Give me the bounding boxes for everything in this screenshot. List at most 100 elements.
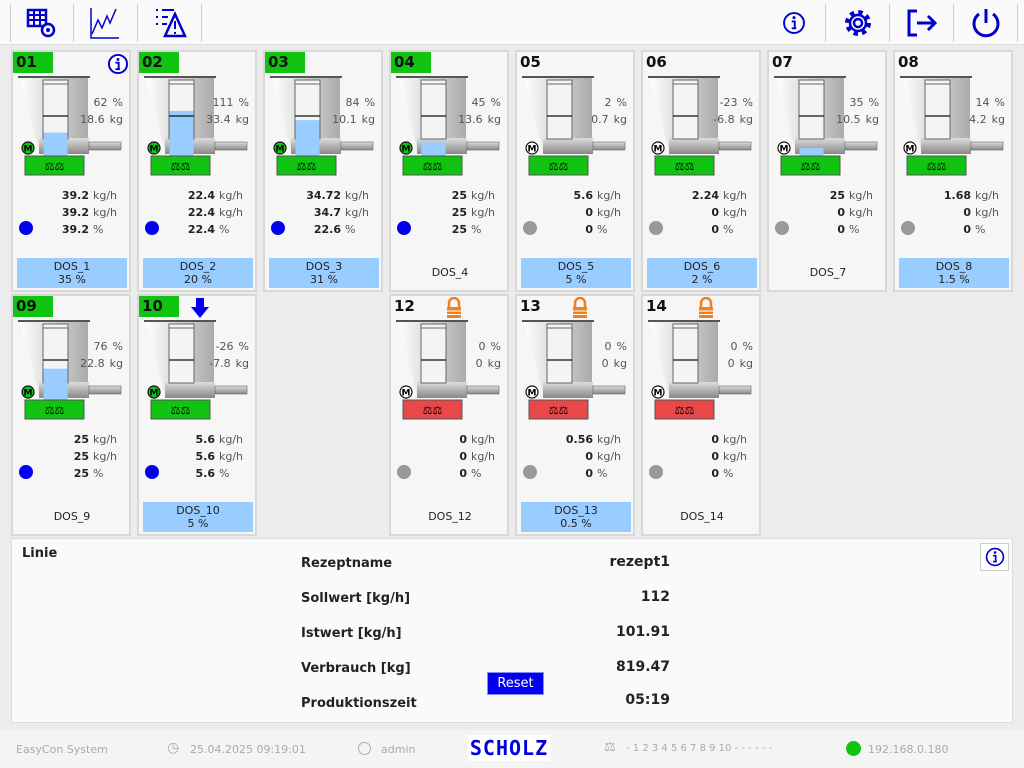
doser-card[interactable]: 06 M ⚖⚖ -23% -6.8 kg 2.24 kg/h 0 kg/h 0% DO… (641, 50, 761, 292)
power-button[interactable] (954, 4, 1018, 42)
doser-name: DOS_3 (305, 260, 343, 273)
fill-percent: 2% (604, 96, 627, 109)
status-dot (775, 221, 789, 235)
rate-percent: 39.2% (61, 223, 104, 236)
status-dot (397, 221, 411, 235)
actual-value: 101.91 (615, 624, 670, 640)
hopper-graphic: M ⚖⚖ (144, 76, 248, 176)
doser-card[interactable]: 08 M ⚖⚖ 14% 4.2 kg 1.68 kg/h 0 kg/h 0% DOS_… (893, 50, 1013, 292)
fill-kg: 0.7 kg (591, 113, 627, 126)
actual-rate: 25 kg/h (451, 206, 496, 219)
actual-rate: 0 kg/h (711, 206, 748, 219)
doser-name-box: DOS_13 0.5 % (521, 502, 631, 532)
fill-percent: 0% (478, 340, 501, 353)
line-panel: Linie Rezeptname rezept1 Sollwert [kg/h]… (11, 538, 1013, 723)
motor-icon (651, 385, 665, 399)
doser-name-box: DOS_3 31 % (269, 258, 379, 288)
logout-button[interactable] (890, 4, 954, 42)
datetime: 25.04.2025 09:19:01 (190, 743, 306, 756)
motor-icon (525, 141, 539, 155)
recipe-name-value: rezept1 (609, 554, 671, 570)
motor-icon (273, 141, 287, 155)
scale-icon: ⚖ (604, 740, 616, 755)
trend-button[interactable] (74, 4, 138, 42)
doser-card[interactable]: 09 M ⚖⚖ 76% 22.8 kg 25 kg/h 25 kg/h 25% DOS… (11, 294, 131, 536)
doser-card[interactable]: 14 M ⚖⚖ 0% 0 kg 0 kg/h 0 kg/h 0% DOS_14 (641, 294, 761, 536)
scale-icon: ⚖⚖ (549, 404, 569, 417)
arrow-down-icon (191, 298, 209, 318)
scale-box (780, 155, 841, 176)
scale-box (276, 155, 337, 176)
setpoint-rate: 0.56 kg/h (565, 433, 622, 446)
recipe-settings-button[interactable] (10, 4, 74, 42)
motor-icon (777, 141, 791, 155)
scale-box (654, 399, 715, 420)
doser-name: DOS_12 (428, 510, 472, 523)
scale-box (528, 399, 589, 420)
motor-icon (147, 141, 161, 155)
doser-card[interactable]: 04 M ⚖⚖ 45% 13.6 kg 25 kg/h 25 kg/h 25% DOS… (389, 50, 509, 292)
doser-number: 03 (265, 52, 305, 73)
doser-card[interactable]: 07 M ⚖⚖ 35% 10.5 kg 25 kg/h 0 kg/h 0% DOS_7 (767, 50, 887, 292)
doser-card[interactable]: 02 M ⚖⚖ 111% 33.4 kg 22.4 kg/h 22.4 kg/h 22… (137, 50, 257, 292)
fill-percent: 62% (93, 96, 123, 109)
status-bar: EasyCon System ◷ 25.04.2025 09:19:01 adm… (0, 730, 1024, 768)
scale-box (150, 399, 211, 420)
fill-kg: 0 kg (601, 357, 627, 370)
setpoint-rate: 5.6 kg/h (195, 433, 244, 446)
doser-card[interactable]: 10 M ⚖⚖ -26% -7.8 kg 5.6 kg/h 5.6 kg/h 5.6%… (137, 294, 257, 536)
motor-icon (525, 385, 539, 399)
hopper-graphic: M ⚖⚖ (774, 76, 878, 176)
hopper-graphic: M ⚖⚖ (396, 76, 500, 176)
rate-percent: 0% (585, 467, 608, 480)
status-dot (19, 465, 33, 479)
doser-card[interactable]: 05 M ⚖⚖ 2% 0.7 kg 5.6 kg/h 0 kg/h 0% DOS_5 5… (515, 50, 635, 292)
actual-rate: 0 kg/h (585, 206, 622, 219)
scale-icon: ⚖⚖ (423, 160, 443, 173)
alarms-button[interactable] (138, 4, 202, 42)
recipe-name-label: Rezeptname (301, 556, 393, 571)
fill-percent: -23% (719, 96, 753, 109)
doser-number: 10 (139, 296, 179, 317)
actual-rate: 0 kg/h (963, 206, 1000, 219)
status-dot (523, 221, 537, 235)
ip-address: 192.168.0.180 (868, 743, 949, 756)
svg-text:M: M (24, 389, 33, 399)
doser-card[interactable]: 01 M ⚖⚖ 62% 18.6 kg 39.2 kg/h 39.2 kg/h 39.… (11, 50, 131, 292)
setpoint-rate: 5.6 kg/h (573, 189, 622, 202)
connection-status-dot (846, 741, 861, 756)
svg-text:M: M (780, 145, 789, 155)
doser-name: DOS_2 (179, 260, 217, 273)
info-icon (782, 12, 805, 34)
actual-rate: 25 kg/h (73, 450, 118, 463)
fill-kg: 10.1 kg (332, 113, 375, 126)
info-icon[interactable] (107, 53, 129, 75)
settings-button[interactable] (826, 4, 890, 42)
actual-rate: 0 kg/h (837, 206, 874, 219)
hopper-graphic: M ⚖⚖ (522, 320, 626, 420)
hopper-graphic: M ⚖⚖ (522, 76, 626, 176)
doser-name: DOS_6 (683, 260, 721, 273)
doser-card[interactable]: 12 M ⚖⚖ 0% 0 kg 0 kg/h 0 kg/h 0% DOS_12 (389, 294, 509, 536)
logout-icon (907, 9, 937, 37)
svg-text:M: M (654, 389, 663, 399)
scale-icon: ⚖⚖ (423, 404, 443, 417)
scale-icon: ⚖⚖ (45, 160, 65, 173)
actual-rate: 22.4 kg/h (187, 206, 244, 219)
svg-text:M: M (528, 389, 537, 399)
doser-card[interactable]: 13 M ⚖⚖ 0% 0 kg 0.56 kg/h 0 kg/h 0% DOS_13 0… (515, 294, 635, 536)
status-dot (145, 221, 159, 235)
line-info-button[interactable] (980, 543, 1009, 571)
doser-card[interactable]: 03 M ⚖⚖ 84% 10.1 kg 34.72 kg/h 34.7 kg/h 22… (263, 50, 383, 292)
doser-number: 06 (646, 53, 667, 71)
info-button[interactable] (762, 4, 826, 42)
reset-button[interactable]: Reset (487, 672, 544, 695)
doser-name: DOS_1 (53, 260, 91, 273)
fill-percent: 76% (93, 340, 123, 353)
scale-box (402, 155, 463, 176)
actual-rate: 0 kg/h (711, 450, 748, 463)
motor-icon (399, 141, 413, 155)
actual-rate: 5.6 kg/h (195, 450, 244, 463)
fill-kg: 13.6 kg (458, 113, 501, 126)
scale-icon: ⚖⚖ (171, 160, 191, 173)
